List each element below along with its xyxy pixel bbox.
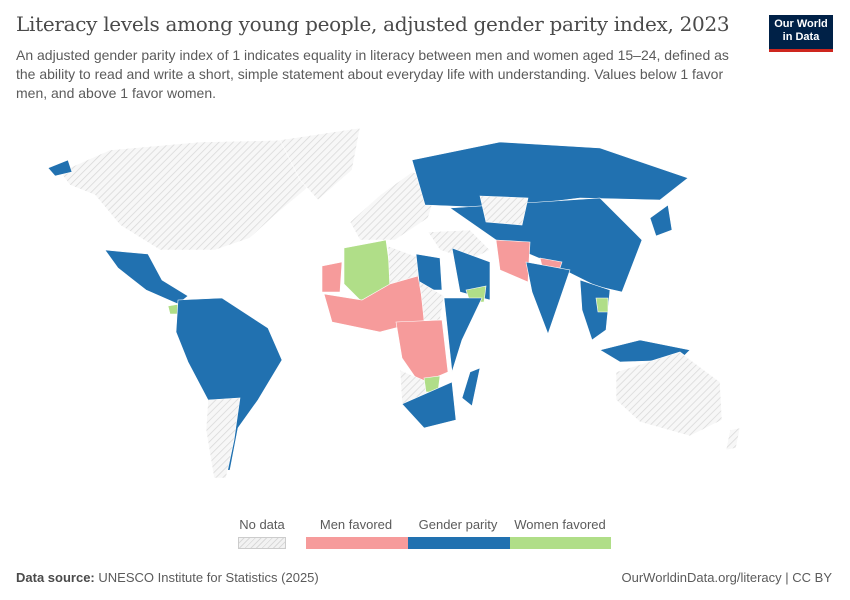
source-label: Data source: [16, 570, 95, 585]
country-region[interactable] [479, 195, 529, 226]
owid-logo[interactable]: Our World in Data [769, 15, 833, 52]
source-text: UNESCO Institute for Statistics (2025) [98, 570, 319, 585]
country-region[interactable] [175, 297, 283, 473]
country-region[interactable] [595, 297, 609, 313]
legend-parity-label: Gender parity [418, 517, 498, 532]
legend-men-label: Men favored [319, 517, 393, 532]
country-region[interactable] [427, 229, 491, 261]
country-region[interactable] [525, 261, 571, 335]
world-map[interactable] [0, 125, 850, 495]
country-region[interactable] [649, 204, 673, 237]
footer-link[interactable]: OurWorldinData.org/literacy | CC BY [621, 570, 832, 585]
country-region[interactable] [411, 141, 689, 209]
country-region[interactable] [495, 239, 531, 283]
country-region[interactable] [415, 253, 443, 291]
legend-women-swatch[interactable] [510, 537, 611, 549]
country-region[interactable] [205, 397, 241, 479]
country-region[interactable] [579, 279, 611, 341]
country-region[interactable] [47, 159, 73, 177]
country-region[interactable] [321, 261, 343, 293]
country-region[interactable] [725, 427, 741, 451]
country-region[interactable] [104, 249, 189, 305]
legend-parity-swatch[interactable] [408, 537, 510, 549]
country-region[interactable] [615, 351, 723, 437]
logo-text: Our World in Data [774, 18, 828, 43]
chart-subtitle: An adjusted gender parity index of 1 ind… [16, 47, 729, 101]
country-region[interactable] [279, 127, 361, 201]
country-region[interactable] [59, 139, 331, 251]
chart-title: Literacy levels among young people, adju… [16, 12, 730, 36]
legend-women-label: Women favored [514, 517, 606, 532]
country-region[interactable] [461, 367, 481, 407]
legend-no-data-label: No data [239, 517, 285, 532]
country-region[interactable] [401, 381, 457, 429]
legend-men-swatch[interactable] [306, 537, 408, 549]
footer-source: Data source: UNESCO Institute for Statis… [16, 570, 319, 585]
legend-no-data-swatch [238, 537, 286, 549]
legend: No data Men favored Gender parity Women … [0, 517, 850, 557]
country-region[interactable] [443, 297, 483, 373]
